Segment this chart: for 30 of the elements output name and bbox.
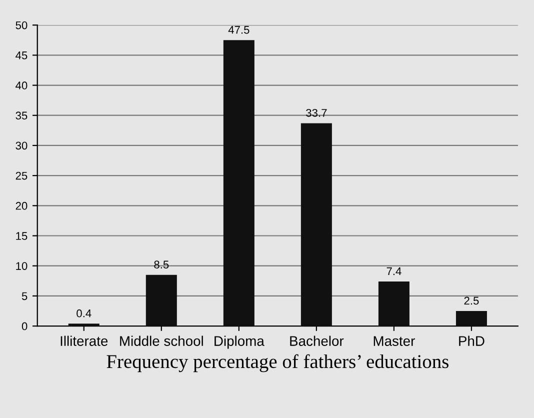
x-tick-label: PhD [459,336,484,346]
y-tick-label: 0 [22,322,28,330]
data-label: 33.7 [306,108,327,117]
x-tick-label: Illiterate [60,336,108,346]
y-tick-label: 45 [16,52,28,60]
bar [68,324,100,326]
data-label: 0.4 [76,309,92,318]
bar [146,274,177,326]
y-tick-label: 25 [16,172,28,180]
y-tick-label: 5 [22,292,28,300]
bar [223,40,254,326]
y-tick-label: 40 [16,82,28,90]
bar [456,310,487,326]
x-tick-label: Diploma [214,336,264,349]
x-axis-title: Frequency percentage of fathers’ educations [106,354,448,372]
bar [378,282,410,326]
y-tick-label: 15 [16,232,28,240]
y-tick-label: 20 [16,202,28,210]
x-tick-label: Master [374,336,415,346]
data-label: 8.5 [154,260,169,269]
bar [300,123,332,326]
x-tick-label: Bachelor [290,336,344,346]
x-tick-label: Middle school [120,336,203,346]
data-label: 47.5 [228,26,250,34]
y-tick-label: 30 [16,142,28,150]
y-tick-label: 50 [16,21,28,30]
y-tick-label: 35 [16,112,28,120]
data-label: 7.4 [386,267,402,276]
y-tick-label: 10 [16,262,28,270]
data-label: 2.5 [464,296,479,305]
